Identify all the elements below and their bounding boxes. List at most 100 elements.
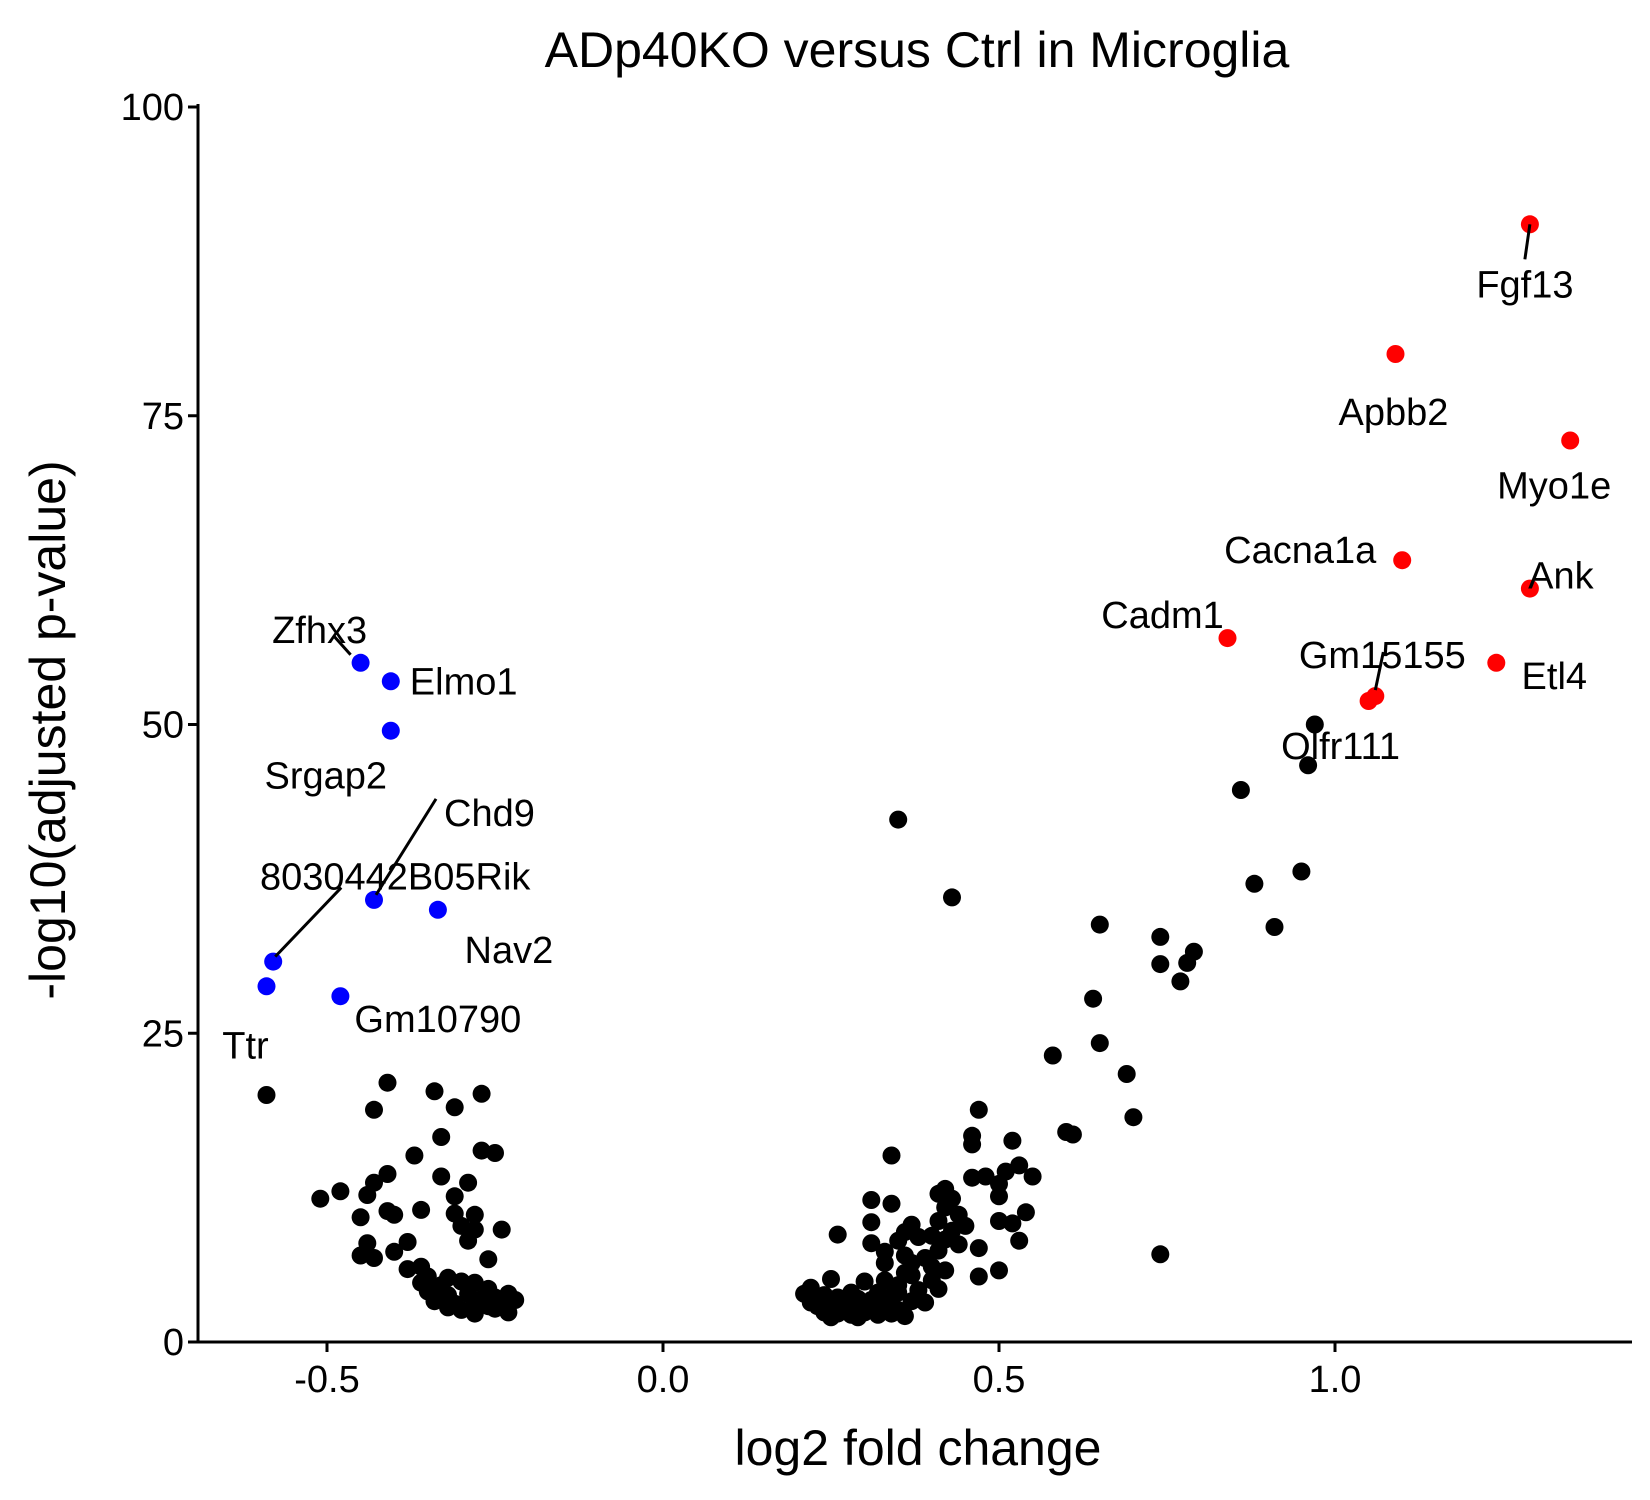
gene-point	[1003, 1214, 1022, 1233]
gene-point	[990, 1174, 1008, 1193]
gene-point	[378, 1073, 397, 1092]
gene-point	[1043, 1046, 1062, 1065]
gene-point	[385, 1242, 404, 1261]
gene-point	[976, 1167, 995, 1186]
gene-point	[929, 1279, 948, 1298]
gene-point	[351, 1246, 370, 1265]
x-tick-label: -0.5	[294, 1359, 359, 1401]
gene-point-up	[1359, 692, 1378, 710]
gene-point-down	[381, 672, 400, 691]
y-tick-label: 0	[163, 1322, 184, 1364]
gene-point	[311, 1189, 330, 1208]
gene-point	[882, 1194, 901, 1213]
gene-point	[943, 888, 961, 907]
gene-point	[855, 1272, 874, 1291]
gene-point	[1305, 715, 1324, 734]
gene-point	[472, 1084, 491, 1103]
x-axis-title: log2 fold change	[735, 1420, 1102, 1476]
gene-label: Gm10790	[354, 999, 521, 1041]
gene-point	[432, 1167, 451, 1186]
gene-point	[398, 1260, 417, 1279]
gene-point	[848, 1308, 867, 1327]
gene-point-down	[351, 653, 370, 672]
gene-point	[875, 1254, 894, 1272]
gene-label: Srgap2	[265, 756, 388, 798]
gene-label: Chd9	[444, 793, 535, 835]
gene-label: Myo1e	[1497, 466, 1611, 508]
gene-point	[862, 1213, 881, 1232]
gene-point	[889, 810, 908, 829]
gene-label: Ttr	[222, 1025, 269, 1067]
gene-point	[969, 1100, 988, 1119]
gene-point	[1023, 1167, 1042, 1186]
gene-point	[1090, 1034, 1109, 1053]
gene-point	[1265, 918, 1284, 936]
gene-point	[862, 1191, 881, 1209]
gene-label: Etl4	[1522, 656, 1587, 698]
gene-point-down	[264, 952, 283, 971]
y-tick-label: 50	[142, 705, 184, 747]
gene-point	[902, 1266, 921, 1285]
gene-point	[862, 1234, 881, 1253]
gene-label: Elmo1	[410, 661, 518, 703]
gene-point	[1245, 874, 1264, 893]
gene-point	[929, 1184, 948, 1203]
gene-point	[459, 1231, 478, 1250]
axes: 0 25 50 75 100 -0.5 0.0 0.5 1.0	[121, 87, 1632, 1401]
gene-point	[1016, 1203, 1035, 1222]
gene-point	[895, 1307, 914, 1326]
gene-label: Gm15155	[1299, 635, 1466, 677]
gene-label: Apbb2	[1339, 392, 1449, 434]
gene-point	[1292, 862, 1311, 881]
gene-point	[378, 1165, 397, 1183]
gene-label: Ank	[1528, 556, 1594, 598]
gene-point	[1151, 927, 1170, 946]
gene-point	[1003, 1131, 1022, 1150]
y-tick-label: 25	[142, 1013, 184, 1055]
gene-point	[425, 1082, 444, 1101]
labels-layer: Fgf13 Apbb2 Myo1e Cacna1a Ank Cadm1 Etl4 Gm1515…	[222, 224, 1611, 1067]
gene-point	[990, 1212, 1008, 1230]
gene-point	[405, 1146, 424, 1165]
gene-point	[1010, 1231, 1029, 1250]
label-leader-line	[332, 634, 352, 656]
gene-point	[1151, 1245, 1170, 1264]
label-leader-line	[1523, 224, 1532, 260]
gene-point	[1063, 1125, 1082, 1144]
gene-point	[432, 1128, 451, 1146]
gene-point	[936, 1261, 955, 1280]
gene-point	[882, 1146, 901, 1165]
gene-point-down	[365, 890, 383, 909]
gene-point	[492, 1220, 511, 1239]
gene-point	[969, 1267, 988, 1286]
gene-point	[465, 1304, 484, 1323]
gene-point	[445, 1187, 464, 1206]
gene-point	[499, 1303, 518, 1322]
gene-point	[990, 1261, 1008, 1280]
gene-point	[331, 1182, 350, 1201]
label-leader-line	[374, 798, 438, 896]
gene-point	[425, 1292, 444, 1311]
gene-point	[963, 1168, 982, 1187]
gene-point	[465, 1205, 484, 1224]
gene-point	[1084, 989, 1103, 1008]
x-tick-label: 0.5	[973, 1359, 1026, 1401]
gene-point	[936, 1198, 955, 1217]
gene-point	[869, 1305, 887, 1324]
gene-point	[909, 1228, 928, 1246]
gene-point	[479, 1250, 498, 1269]
gene-point	[929, 1241, 948, 1260]
gene-label: Nav2	[465, 930, 554, 972]
gene-point	[472, 1141, 491, 1160]
gene-point-up	[1561, 431, 1580, 450]
gene-point	[916, 1293, 935, 1312]
x-tick-label: 1.0	[1309, 1359, 1362, 1401]
gene-point	[445, 1098, 464, 1117]
gene-label: Olfr111	[1281, 726, 1400, 768]
label-leader-line	[1373, 651, 1385, 691]
gene-point	[949, 1235, 968, 1254]
gene-point	[1010, 1156, 1029, 1175]
gene-point-up	[1520, 579, 1539, 598]
gene-point-down	[428, 900, 447, 919]
